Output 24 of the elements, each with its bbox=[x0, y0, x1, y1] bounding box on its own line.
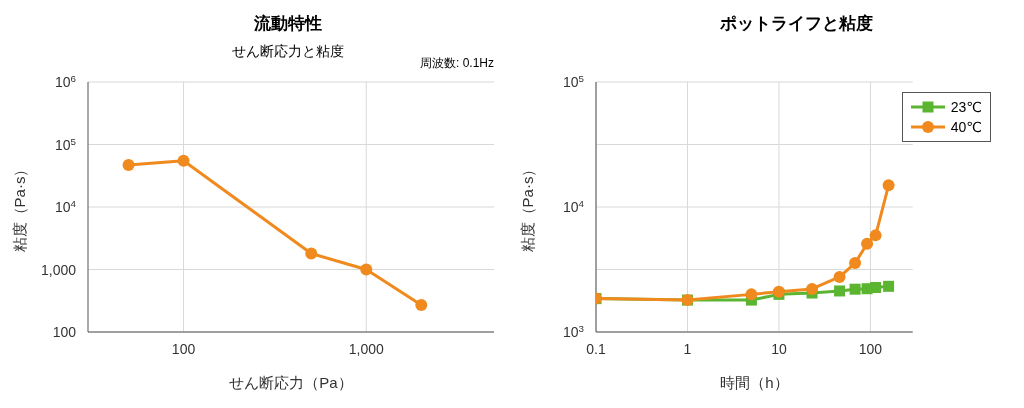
legend-label: 40℃ bbox=[950, 119, 982, 135]
x-axis-title: 時間（h） bbox=[720, 374, 789, 391]
y-tick-label: 10$^{5}$ bbox=[54, 135, 77, 153]
chart-title: 流動特性 bbox=[253, 13, 323, 35]
y-tick-label: 10$^{5}$ bbox=[562, 72, 585, 90]
x-tick-label: 0.1 bbox=[586, 341, 606, 357]
y-tick-label: 10$^{4}$ bbox=[54, 197, 77, 215]
x-tick-label: 100 bbox=[858, 341, 883, 357]
y-tick-label: 1,000 bbox=[40, 261, 77, 278]
y-axis-title: 粘度（Pa·s） bbox=[519, 161, 537, 253]
chart-title: ポットライフと粘度 bbox=[718, 13, 874, 35]
y-tick-label: 100 bbox=[52, 324, 77, 340]
x-tick-label: 10 bbox=[771, 341, 787, 357]
legend-label: 23℃ bbox=[950, 99, 982, 115]
chart-subtitle: せん断応力と粘度 bbox=[232, 43, 344, 59]
y-tick-label: 10$^{3}$ bbox=[562, 322, 585, 340]
x-tick-label: 1,000 bbox=[348, 341, 384, 357]
x-axis-title: せん断応力（Pa） bbox=[229, 374, 353, 391]
text: 周波数: 0.1Hz bbox=[419, 55, 494, 72]
y-axis-title: 粘度（Pa·s） bbox=[11, 161, 29, 253]
x-tick-label: 100 bbox=[171, 341, 196, 357]
y-tick-label: 10$^{6}$ bbox=[54, 72, 77, 90]
x-tick-label: 1 bbox=[683, 341, 692, 357]
y-tick-label: 10$^{4}$ bbox=[562, 197, 585, 215]
